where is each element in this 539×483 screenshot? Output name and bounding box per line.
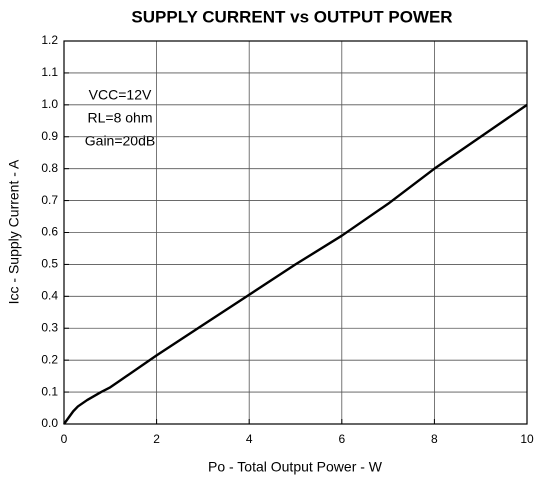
y-tick-label: 0.3: [41, 320, 58, 334]
x-axis-label: Po - Total Output Power - W: [208, 459, 383, 475]
x-tick-label: 10: [520, 432, 534, 446]
x-tick-label: 2: [153, 432, 160, 446]
y-tick-label: 0.6: [41, 225, 58, 239]
x-tick-label: 6: [338, 432, 345, 446]
annotation: RL=8 ohm: [88, 110, 153, 126]
y-tick-label: 0.8: [41, 161, 58, 175]
x-tick-label: 8: [431, 432, 438, 446]
y-tick-label: 0.4: [41, 289, 58, 303]
y-tick-label: 0.1: [41, 384, 58, 398]
x-tick-label: 4: [246, 432, 253, 446]
chart-title: SUPPLY CURRENT vs OUTPUT POWER: [131, 7, 452, 26]
y-axis-label: Icc - Supply Current - A: [6, 159, 22, 304]
annotation: Gain=20dB: [85, 133, 155, 149]
y-tick-label: 0.2: [41, 352, 58, 366]
y-tick-label: 1.0: [41, 97, 58, 111]
y-tick-label: 0.7: [41, 193, 58, 207]
y-tick-label: 0.0: [41, 416, 58, 430]
y-tick-label: 0.5: [41, 257, 58, 271]
y-tick-label: 1.2: [41, 33, 58, 47]
annotation: VCC=12V: [89, 87, 152, 103]
y-tick-label: 1.1: [41, 65, 58, 79]
series-line: [63, 103, 528, 425]
y-tick-label: 0.9: [41, 129, 58, 143]
plot-frame: [63, 40, 528, 425]
x-tick-label: 0: [61, 432, 68, 446]
